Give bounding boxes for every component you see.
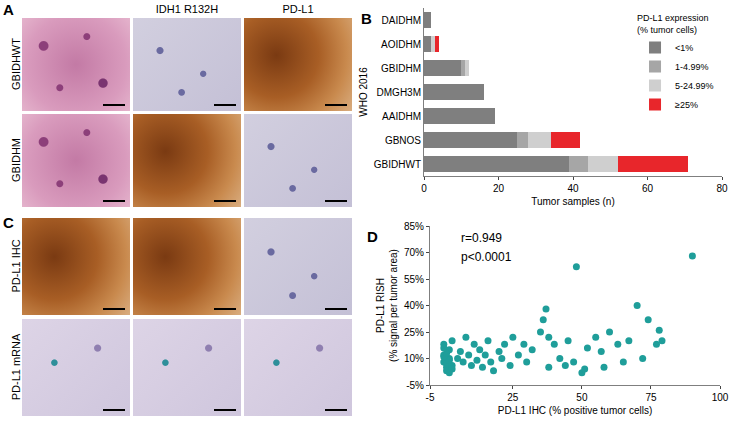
svg-text:Tumor samples (n): Tumor samples (n) <box>531 196 615 207</box>
html-text:GBIDHWT: GBIDHWT <box>10 38 22 90</box>
svg-text:40: 40 <box>567 183 579 194</box>
svg-text:75: 75 <box>645 392 657 403</box>
svg-text:DAIDHM: DAIDHM <box>382 15 421 26</box>
svg-text:5-24.99%: 5-24.99% <box>675 81 714 91</box>
svg-text:100: 100 <box>712 392 729 403</box>
svg-text:1-4.99%: 1-4.99% <box>675 62 709 72</box>
html-text:PD-L1 mRNA: PD-L1 mRNA <box>10 333 22 401</box>
svg-text:55%: 55% <box>404 274 424 285</box>
svg-text:GBNOS: GBNOS <box>385 135 421 146</box>
html-text:GBIDHM: GBIDHM <box>10 138 22 182</box>
svg-text:PD-L1 expression(% tumor cells: PD-L1 expression(% tumor cells) <box>637 13 709 35</box>
svg-text:GBIDHM: GBIDHM <box>381 63 421 74</box>
svg-text:DMGH3M: DMGH3M <box>377 87 421 98</box>
svg-text:D: D <box>367 228 378 245</box>
svg-text:25: 25 <box>507 392 519 403</box>
svg-text:0: 0 <box>421 183 427 194</box>
svg-text:10%: 10% <box>404 353 424 364</box>
svg-text:50: 50 <box>576 392 588 403</box>
svg-text:GBIDHWT: GBIDHWT <box>374 159 421 170</box>
html-text:A: A <box>3 1 14 18</box>
svg-text:<1%: <1% <box>675 43 693 53</box>
svg-text:r=0.949: r=0.949 <box>461 231 502 245</box>
svg-text:20: 20 <box>493 183 505 194</box>
html-text:PD-L1 IHC: PD-L1 IHC <box>10 239 22 293</box>
svg-text:B: B <box>361 10 372 27</box>
svg-text:70%: 70% <box>404 247 424 258</box>
svg-text:≥25%: ≥25% <box>675 100 698 110</box>
svg-text:PD-L1 IHC (% positive tumor ce: PD-L1 IHC (% positive tumor cells) <box>498 405 652 416</box>
svg-text:p<0.0001: p<0.0001 <box>461 250 512 264</box>
svg-text:-5%: -5% <box>406 380 424 391</box>
svg-text:PD-L1 RISH(% signal per tumor: PD-L1 RISH(% signal per tumor area) <box>375 249 399 362</box>
svg-text:WHO 2016: WHO 2016 <box>358 67 369 117</box>
svg-text:AOIDHM: AOIDHM <box>381 39 421 50</box>
html-text:PD-L1: PD-L1 <box>282 3 314 15</box>
svg-text:85%: 85% <box>404 221 424 232</box>
svg-text:-5: -5 <box>426 392 435 403</box>
svg-text:25%: 25% <box>404 327 424 338</box>
svg-text:80: 80 <box>716 183 728 194</box>
html-text:C: C <box>3 214 14 231</box>
svg-text:40%: 40% <box>404 300 424 311</box>
svg-text:60: 60 <box>642 183 654 194</box>
svg-text:AAIDHM: AAIDHM <box>382 111 421 122</box>
html-text:IDH1 R132H: IDH1 R132H <box>155 3 219 15</box>
